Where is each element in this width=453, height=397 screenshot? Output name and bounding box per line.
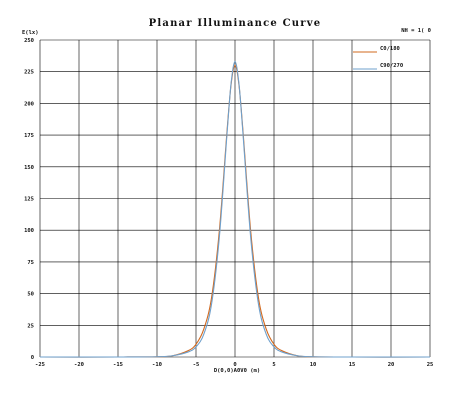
y-tick-label: 100 [24,228,34,234]
x-tick-label: -20 [74,362,84,368]
x-tick-label: 5 [272,362,275,368]
y-tick-label: 25 [27,323,34,329]
chart-title: Planar Illuminance Curve [149,18,322,29]
y-tick-label: 150 [24,165,34,171]
x-tick-label: 20 [388,362,395,368]
y-tick-label: 75 [27,260,34,266]
x-tick-label: -15 [113,362,123,368]
x-tick-label: 0 [233,362,236,368]
y-tick-label: 50 [27,292,34,298]
x-tick-label: 25 [427,362,434,368]
x-tick-label: -10 [152,362,162,368]
legend: C0/180 C90/270 [353,46,403,70]
x-tick-label: -5 [193,362,200,368]
y-tick-label: 200 [24,101,34,107]
legend-label: C90/270 [380,63,403,69]
x-tick-label: -25 [35,362,45,368]
series-line-1 [39,61,431,358]
y-tick-label: 225 [24,70,34,76]
y-tick-label: 0 [31,355,34,361]
series-lines [39,61,431,358]
series-line-0 [39,64,431,358]
tick-labels: -25 -20 -15 -10 -5 0 5 10 15 20 250255075100125150… [24,38,433,368]
y-axis-label: E(lx) [22,30,39,36]
x-tick-label: 15 [349,362,356,368]
y-tick-label: 175 [24,133,34,139]
x-tick-label: 10 [310,362,317,368]
y-tick-label: 125 [24,197,34,203]
x-axis-label: D(0,0)A0V0 (m) [214,368,260,374]
corner-note: NH = 1( 0 [401,28,431,34]
legend-label: C0/180 [380,46,400,52]
y-tick-label: 250 [24,38,34,44]
